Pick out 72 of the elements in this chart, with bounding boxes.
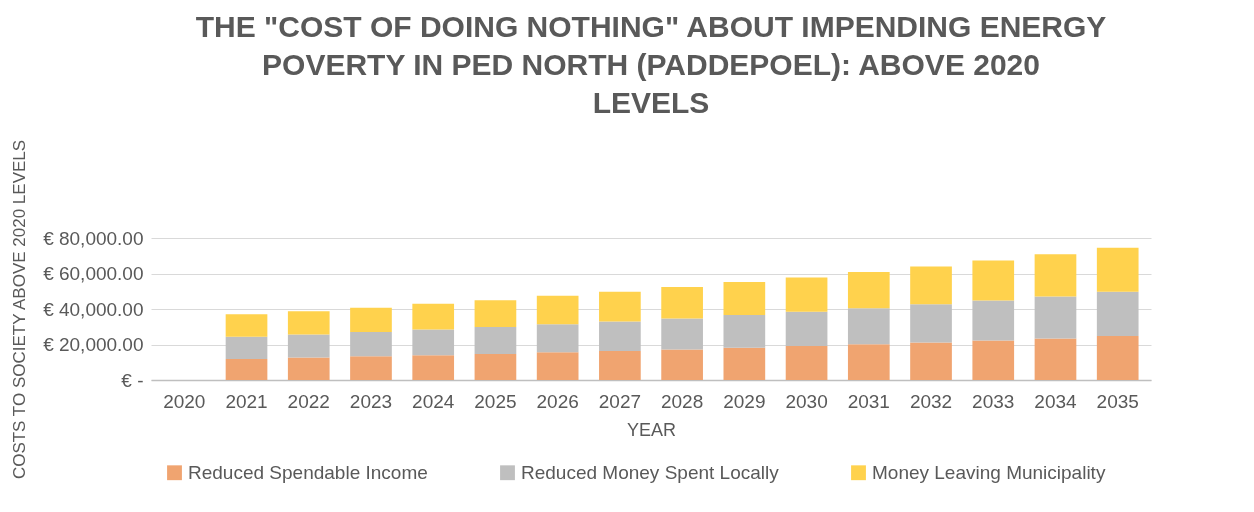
x-tick-label: 2030 xyxy=(785,390,828,412)
bar xyxy=(350,356,392,380)
y-tick-label: € - xyxy=(121,369,144,391)
x-tick-label: 2026 xyxy=(536,390,579,412)
bar xyxy=(785,311,828,347)
legend-label: Reduced Spendable Income xyxy=(188,461,428,483)
y-tick-label: € 80,000.00 xyxy=(43,227,144,249)
bar xyxy=(661,318,703,350)
x-tick-label: 2032 xyxy=(909,390,953,412)
bar xyxy=(661,349,703,380)
legend-label: Money Leaving Municipality xyxy=(872,461,1106,483)
y-tick-label: € 60,000.00 xyxy=(43,263,144,284)
bar xyxy=(972,260,1015,301)
x-tick-label: 2025 xyxy=(474,390,517,412)
bar xyxy=(910,342,952,380)
x-tick-label: 2033 xyxy=(972,390,1015,412)
chart-title: THE "COST OF DOING NOTHING" ABOUT IMPENDING ENERGY POVERTY IN PED NORTH (PADDEPOEL): ABOVE 2020 LEVELS xyxy=(195,9,1107,119)
bar xyxy=(910,266,952,305)
bar xyxy=(723,315,766,348)
bar xyxy=(847,272,890,309)
legend-label: Reduced Money Spent Locally xyxy=(521,461,780,483)
bar xyxy=(972,300,1015,341)
bar xyxy=(287,334,330,358)
bar xyxy=(536,295,579,325)
x-tick-label: 2024 xyxy=(412,390,455,412)
x-axis-title: YEAR xyxy=(626,419,677,440)
x-tick-label: 2034 xyxy=(1034,390,1078,412)
bar xyxy=(287,357,330,380)
bar xyxy=(412,355,455,380)
x-tick-label: 2029 xyxy=(723,390,766,412)
bar xyxy=(225,336,268,359)
bar xyxy=(723,347,766,380)
y-axis-title: COSTS TO SOCIETY ABOVE 2020 LEVELS xyxy=(10,139,30,480)
bar xyxy=(910,304,952,343)
x-tick-label: 2035 xyxy=(1096,390,1139,412)
bar xyxy=(1096,335,1139,380)
bar xyxy=(225,358,268,380)
x-tick-label: 2020 xyxy=(163,390,206,412)
bar xyxy=(847,344,890,380)
bar xyxy=(723,282,766,316)
x-tick-label: 2022 xyxy=(287,390,330,412)
y-tick-label: € 20,000.00 xyxy=(43,334,144,355)
bar xyxy=(1034,338,1077,380)
bar xyxy=(350,307,392,332)
bar xyxy=(661,286,703,319)
x-tick-label: 2027 xyxy=(598,390,642,412)
y-tick-label: € 40,000.00 xyxy=(43,298,144,320)
bar xyxy=(412,329,455,356)
bar xyxy=(474,354,517,380)
bar xyxy=(972,340,1015,380)
bar xyxy=(599,350,641,380)
x-tick-label: 2028 xyxy=(660,390,704,412)
bar xyxy=(412,303,455,330)
bar xyxy=(225,314,268,337)
bar xyxy=(785,346,828,380)
x-tick-label: 2031 xyxy=(847,390,890,412)
bar xyxy=(1096,247,1139,292)
bar xyxy=(785,277,828,312)
bar xyxy=(599,291,641,322)
bar xyxy=(1034,296,1077,339)
bar xyxy=(599,321,641,351)
bar xyxy=(474,327,517,355)
x-tick-label: 2021 xyxy=(225,390,268,412)
bar xyxy=(1034,254,1077,297)
bar xyxy=(847,308,890,345)
bar xyxy=(287,311,330,335)
bar xyxy=(536,324,579,353)
bar xyxy=(350,331,392,357)
x-tick-label: 2023 xyxy=(349,390,393,412)
bar xyxy=(536,352,579,380)
bar xyxy=(474,300,517,328)
bar xyxy=(1096,291,1139,336)
